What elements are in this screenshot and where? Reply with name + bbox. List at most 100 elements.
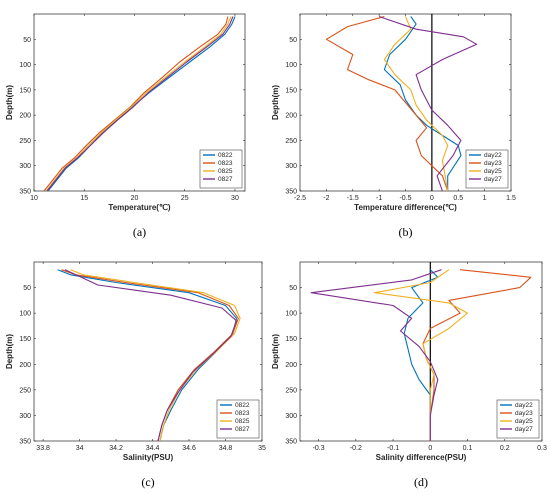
x-tick-label: 34.4 (146, 445, 160, 452)
x-tick-label: 35 (258, 445, 266, 452)
x-tick-label: 30 (231, 195, 239, 202)
y-axis-label: Depth(m) (5, 334, 14, 369)
x-axis-label: Salinity difference(PSU) (376, 453, 467, 462)
y-tick-label: 100 (19, 62, 31, 69)
series-line-0823 (43, 16, 229, 191)
x-tick-label: 25 (181, 195, 189, 202)
y-tick-label: 350 (285, 439, 297, 446)
panel-label: (d) (414, 475, 428, 489)
x-tick-label: -0.1 (387, 445, 399, 452)
x-axis-label: Temperature difference(℃) (354, 203, 457, 212)
y-tick-label: 300 (285, 413, 297, 420)
y-tick-label: 300 (19, 413, 31, 420)
x-tick-label: -1 (376, 195, 382, 202)
x-tick-label: 1.5 (506, 195, 516, 202)
y-axis-label: Depth(m) (5, 85, 14, 120)
legend-label: day27 (484, 176, 502, 183)
y-tick-label: 50 (23, 285, 31, 292)
legend-label: day23 (484, 160, 502, 167)
y-tick-label: 250 (19, 138, 31, 145)
y-tick-label: 350 (19, 189, 31, 196)
x-tick-label: -2.5 (294, 195, 306, 202)
legend-label: day25 (484, 168, 502, 175)
panel-c: 33.8 34 34.2 34.4 34.6 34.8 35 50 100 150 200 250 30… (5, 261, 266, 489)
x-tick-label: 0.3 (537, 445, 547, 452)
y-tick-label: 200 (285, 113, 297, 120)
series-line-0827 (46, 16, 234, 191)
x-tick-label: 15 (80, 195, 88, 202)
y-tick-label: 50 (23, 37, 31, 44)
x-tick-label: 20 (131, 195, 139, 202)
legend-label: day22 (484, 152, 502, 159)
y-tick-label: 300 (285, 163, 297, 170)
x-tick-label: 34.6 (182, 445, 196, 452)
x-tick-label: -0.3 (313, 445, 325, 452)
x-tick-label: 10 (30, 195, 38, 202)
x-tick-label: 0.1 (463, 445, 473, 452)
legend-label: 0825 (218, 168, 233, 175)
x-tick-label: -0.5 (399, 195, 411, 202)
legend-box (496, 399, 540, 439)
x-axis-label: Temperature(℃) (108, 203, 171, 212)
legend-label: 0827 (218, 176, 233, 183)
series-line-day27 (378, 15, 478, 191)
y-tick-label: 150 (19, 87, 31, 94)
y-tick-label: 250 (19, 387, 31, 394)
series-line-day22 (383, 16, 462, 191)
x-tick-label: 0 (430, 195, 434, 202)
legend-label: 0823 (235, 410, 250, 417)
legend-label: 0822 (218, 152, 233, 159)
x-tick-label: -1.5 (347, 195, 359, 202)
series-line-day27 (310, 269, 442, 441)
y-tick-label: 350 (19, 439, 31, 446)
y-tick-label: 100 (285, 62, 297, 69)
y-tick-label: 50 (289, 285, 297, 292)
series-line-0825 (45, 16, 232, 191)
legend-box (465, 149, 509, 189)
y-axis-label: Depth(m) (271, 334, 280, 369)
y-tick-label: 150 (285, 336, 297, 343)
series-line-0822 (47, 16, 236, 191)
series-line-0827 (64, 269, 238, 441)
x-tick-label: 0.5 (453, 195, 463, 202)
y-tick-label: 100 (285, 311, 297, 318)
panel-label: (a) (133, 225, 146, 239)
panel-label: (b) (399, 225, 413, 239)
y-axis-label: Depth(m) (271, 85, 280, 120)
legend-label: 0827 (235, 426, 250, 433)
x-tick-label: 0 (428, 445, 432, 452)
y-tick-label: 50 (289, 37, 297, 44)
y-tick-label: 100 (19, 311, 31, 318)
y-tick-label: 150 (285, 87, 297, 94)
panel-d: -0.3 -0.2 -0.1 0 0.1 0.2 0.3 50 100 150 200 250 300 3… (271, 261, 547, 489)
legend-label: day23 (515, 410, 533, 417)
series-line-day23 (422, 269, 532, 441)
y-tick-label: 300 (19, 163, 31, 170)
panel-label: (c) (141, 475, 154, 489)
series-line-0825 (70, 269, 241, 441)
y-tick-label: 350 (285, 189, 297, 196)
y-tick-label: 150 (19, 336, 31, 343)
legend-label: 0825 (235, 418, 250, 425)
x-tick-label: 0.2 (500, 445, 510, 452)
y-tick-label: 200 (19, 113, 31, 120)
x-tick-label: 34 (76, 445, 84, 452)
y-tick-label: 200 (285, 362, 297, 369)
legend-label: day27 (515, 426, 533, 433)
legend-box (199, 149, 243, 189)
x-tick-label: 34.2 (109, 445, 123, 452)
x-tick-label: 33.8 (36, 445, 50, 452)
series-line-day23 (325, 15, 449, 191)
series-line-day25 (373, 269, 469, 441)
y-tick-label: 250 (285, 387, 297, 394)
y-tick-label: 250 (285, 138, 297, 145)
x-tick-label: 1 (483, 195, 487, 202)
x-axis-label: Salinity(PSU) (123, 453, 174, 462)
x-tick-label: -0.2 (350, 445, 362, 452)
y-tick-label: 200 (19, 362, 31, 369)
x-tick-label: 34.8 (219, 445, 233, 452)
